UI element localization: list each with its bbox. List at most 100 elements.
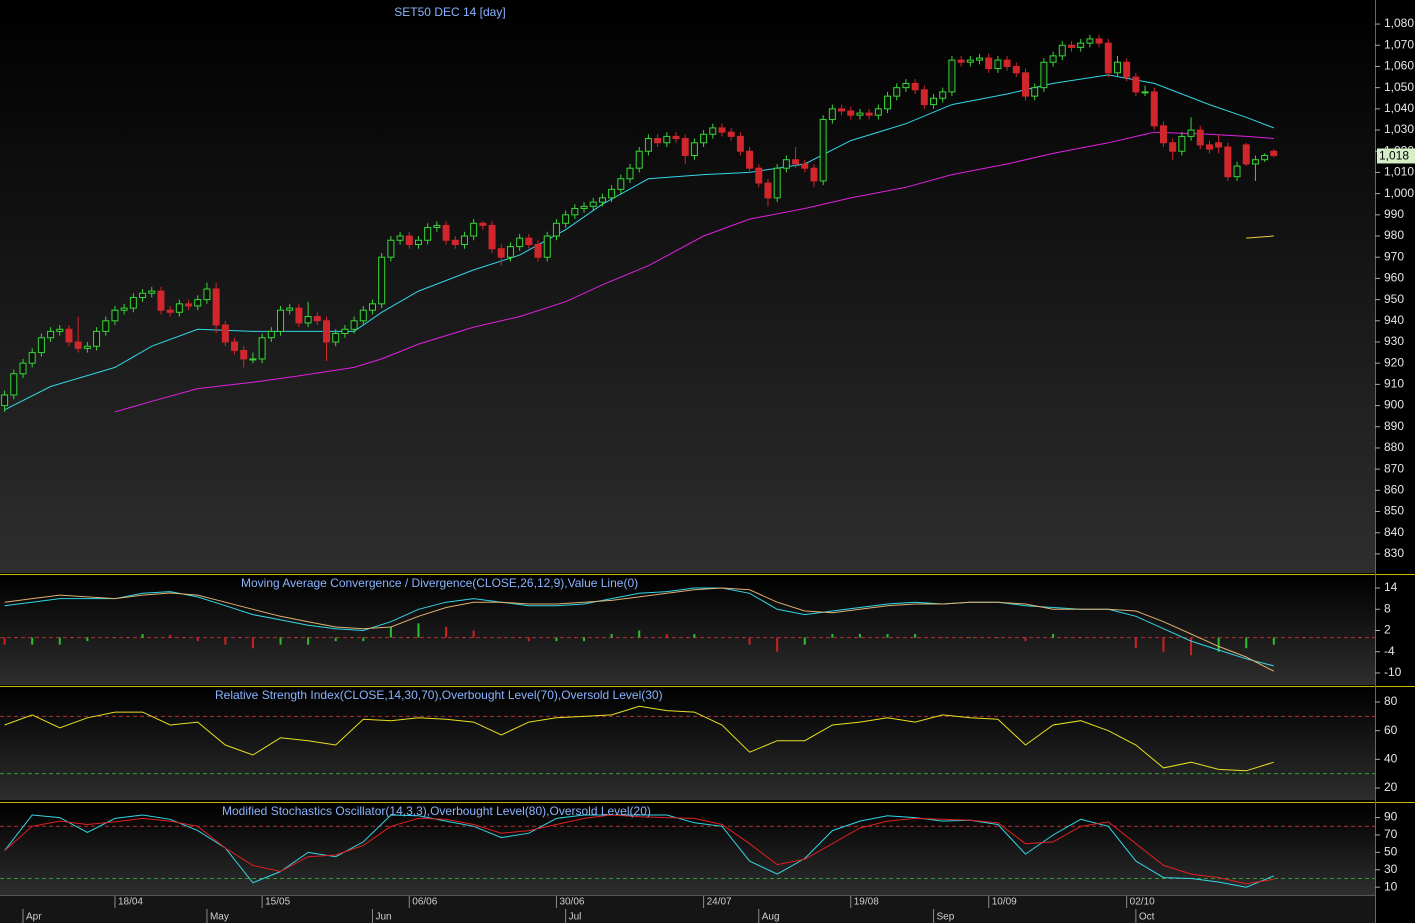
histogram-bar (555, 637, 558, 642)
y-tick-label: 80 (1384, 694, 1398, 708)
candle-body (525, 237, 533, 245)
candle-body (893, 87, 901, 97)
histogram-bar (362, 637, 365, 642)
histogram-bar (58, 637, 61, 645)
histogram-bar (1079, 637, 1082, 639)
candle-body (93, 330, 101, 347)
histogram-bar (996, 637, 999, 639)
x-date-label: 06/06 (412, 897, 437, 908)
candle-body (598, 197, 606, 203)
candle-body (1205, 144, 1213, 150)
candle-body (1141, 91, 1149, 94)
candle-body (249, 358, 257, 361)
y-tick-label: 870 (1384, 461, 1404, 475)
candle-body (1003, 59, 1011, 67)
candle-body (65, 328, 73, 343)
histogram-bar (1272, 637, 1275, 645)
candle-body (47, 330, 55, 339)
histogram-bar (196, 637, 199, 642)
candle-body (847, 110, 855, 116)
histogram-bar (803, 637, 806, 645)
indicator-line (4, 814, 1274, 888)
candle-body (157, 290, 165, 311)
y-tick-label: 50 (1384, 845, 1398, 859)
candle-body (681, 138, 689, 156)
panel-title: Modified Stochastics Oscillator(14,3,3),… (222, 804, 651, 818)
candle-body (764, 182, 772, 199)
y-tick-label: 920 (1384, 355, 1404, 369)
candle-body (1224, 146, 1232, 178)
candle-body (1187, 129, 1195, 137)
histogram-bar (720, 637, 723, 639)
histogram-bar (914, 634, 917, 638)
candle-body (1150, 91, 1158, 127)
candle-body (405, 235, 413, 245)
histogram-bar (224, 637, 227, 645)
candle-body (442, 224, 450, 241)
candle-body (930, 97, 938, 106)
candle-body (994, 59, 1002, 70)
y-tick-label: 860 (1384, 483, 1404, 497)
y-tick-label: 910 (1384, 377, 1404, 391)
histogram-bar (831, 634, 834, 638)
candle-body (654, 138, 662, 144)
candle-body (976, 57, 984, 61)
indicator-line (4, 814, 1274, 885)
candle-body (1113, 61, 1121, 74)
candle-body (396, 235, 404, 241)
x-date-label: 10/09 (992, 897, 1017, 908)
candle-body (810, 167, 818, 182)
moving-average (114, 131, 1274, 413)
candle-body (111, 309, 119, 322)
histogram-bar (113, 637, 116, 639)
x-date-label: 30/06 (559, 897, 584, 908)
histogram-bar (251, 637, 254, 649)
candle-body (773, 167, 781, 199)
candle-body (74, 341, 82, 349)
candle-body (985, 57, 993, 70)
candle-body (709, 127, 717, 135)
candle-body (341, 328, 349, 335)
candle-body (433, 224, 441, 229)
histogram-bar (279, 637, 282, 645)
candle-body (120, 307, 128, 311)
y-tick-label: 940 (1384, 313, 1404, 327)
candle-body (782, 159, 790, 169)
candle-body (1058, 44, 1066, 57)
candle-body (1086, 38, 1094, 44)
candle-body (608, 188, 616, 199)
y-tick-label: 10 (1384, 879, 1398, 893)
histogram-bar (665, 634, 668, 638)
x-date-label: 19/08 (854, 897, 879, 908)
candle-body (1, 394, 9, 407)
y-tick-label: 1,030 (1384, 122, 1414, 136)
y-tick-label: 40 (1384, 751, 1398, 765)
x-month-label: May (210, 912, 229, 923)
candle-body (28, 352, 36, 364)
y-tick-label: 880 (1384, 440, 1404, 454)
indicator-line (4, 587, 1275, 672)
candle-body (414, 239, 422, 245)
candle-body (884, 95, 892, 110)
y-tick-label: 950 (1384, 292, 1404, 306)
candle-body (690, 142, 698, 156)
candle-body (479, 222, 487, 226)
candle-body (1270, 150, 1278, 156)
candle-body (1233, 165, 1241, 178)
candle-body (10, 373, 18, 396)
candle-body (819, 118, 827, 182)
candle-body (856, 112, 864, 116)
histogram-bar (389, 626, 392, 638)
candle-body (1040, 61, 1048, 89)
candle-body (1123, 61, 1131, 78)
histogram-bar (445, 626, 448, 638)
price-panel (0, 5, 1375, 573)
candle-body (332, 333, 340, 343)
candle-body (1169, 142, 1177, 152)
plot-layer: 8308408508608708808909009109209309409509… (0, 5, 1415, 923)
histogram-bar (886, 634, 889, 638)
candle-body (580, 205, 588, 209)
candle-body (488, 224, 496, 250)
candle-body (635, 150, 643, 169)
